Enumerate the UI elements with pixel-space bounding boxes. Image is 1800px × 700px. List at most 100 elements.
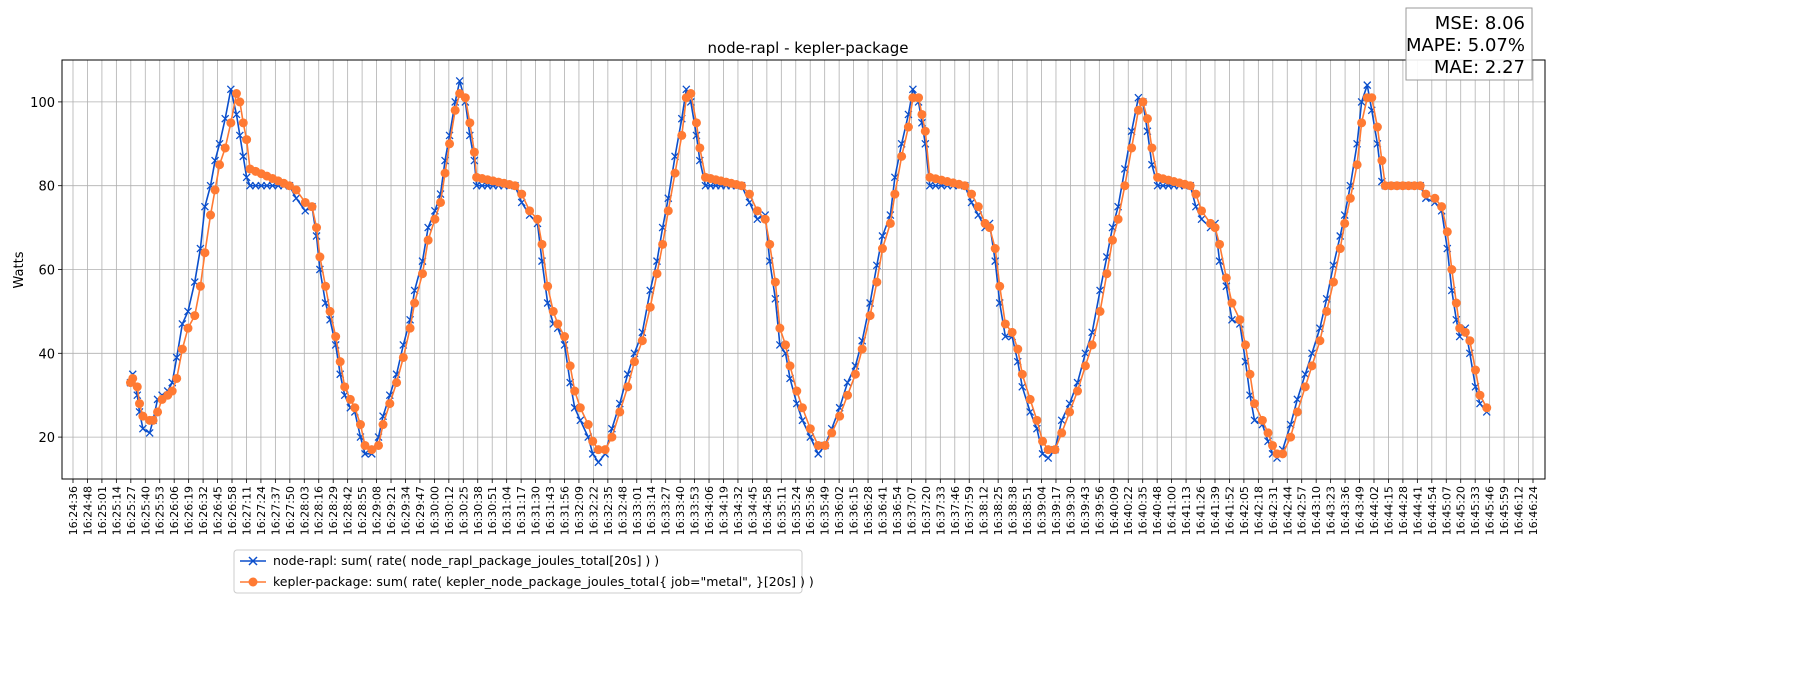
x-tick-label: 16:39:30 xyxy=(1064,486,1077,535)
data-point xyxy=(1215,239,1225,249)
x-tick-label: 16:44:41 xyxy=(1411,486,1424,535)
x-tick-label: 16:41:52 xyxy=(1223,486,1236,535)
series-line xyxy=(129,80,1488,464)
data-point xyxy=(1017,369,1027,379)
data-point xyxy=(1451,298,1461,308)
data-point xyxy=(1127,143,1137,153)
data-point xyxy=(398,352,408,362)
series-line xyxy=(129,92,1488,455)
data-point xyxy=(1227,298,1237,308)
x-tick-label: 16:36:15 xyxy=(848,486,861,535)
data-point xyxy=(890,189,900,199)
x-tick-label: 16:43:36 xyxy=(1339,486,1352,535)
x-tick-label: 16:31:43 xyxy=(544,486,557,535)
data-point xyxy=(195,281,205,291)
x-tick-label: 16:26:45 xyxy=(212,486,225,535)
data-point xyxy=(1025,394,1035,404)
x-tick-label: 16:45:20 xyxy=(1455,486,1468,535)
x-tick-label: 16:44:54 xyxy=(1426,486,1439,535)
data-point xyxy=(465,118,475,128)
data-point xyxy=(835,411,845,421)
data-point xyxy=(686,89,696,99)
data-point xyxy=(262,181,271,190)
x-tick-label: 16:29:47 xyxy=(414,486,427,535)
data-point xyxy=(307,202,317,212)
data-point xyxy=(960,181,970,191)
data-point xyxy=(345,394,355,404)
data-point xyxy=(445,139,455,149)
x-tick-label: 16:38:38 xyxy=(1007,486,1020,535)
data-point xyxy=(300,197,310,207)
data-point xyxy=(1081,349,1090,358)
x-tick-label: 16:26:06 xyxy=(168,486,181,535)
data-point xyxy=(775,323,785,333)
x-tick-label: 16:34:06 xyxy=(703,486,716,535)
data-point xyxy=(517,189,527,199)
data-point xyxy=(450,105,460,115)
data-point xyxy=(1018,382,1027,391)
x-tick-label: 16:32:22 xyxy=(587,486,600,535)
x-tick-label: 16:45:59 xyxy=(1498,486,1511,535)
data-point xyxy=(594,458,603,467)
data-point xyxy=(1113,214,1123,224)
data-point xyxy=(737,181,747,191)
data-point xyxy=(145,428,154,437)
data-point xyxy=(1102,269,1112,279)
data-point xyxy=(753,215,762,224)
x-tick-label: 16:28:16 xyxy=(313,486,326,535)
data-point xyxy=(1228,315,1236,324)
data-point xyxy=(1340,218,1350,228)
x-tick-label: 16:29:08 xyxy=(371,486,384,535)
data-point xyxy=(374,440,384,450)
data-point xyxy=(843,378,852,387)
x-tick-label: 16:45:46 xyxy=(1484,486,1497,535)
legend-circle-marker-icon xyxy=(248,577,258,587)
x-tick-label: 16:41:39 xyxy=(1209,486,1222,535)
data-point xyxy=(691,118,701,128)
data-point xyxy=(321,281,331,291)
data-point xyxy=(1465,336,1475,346)
data-point xyxy=(378,420,388,430)
data-point xyxy=(232,110,241,119)
y-axis-label: Watts xyxy=(12,251,27,288)
data-point xyxy=(797,403,807,413)
data-point xyxy=(575,403,585,413)
data-point xyxy=(257,181,266,190)
data-point xyxy=(967,198,976,207)
data-point xyxy=(510,181,520,191)
data-point xyxy=(1133,105,1143,115)
x-tick-label: 16:39:56 xyxy=(1093,486,1106,535)
data-point xyxy=(405,323,415,333)
data-point xyxy=(865,311,875,321)
data-point xyxy=(1301,370,1310,379)
x-tick-label: 16:35:24 xyxy=(790,486,803,535)
series-node-rapl xyxy=(126,76,1491,467)
data-point xyxy=(1415,181,1425,191)
data-point xyxy=(843,390,853,400)
data-point xyxy=(133,391,142,400)
data-point xyxy=(1197,206,1207,216)
x-tick-label: 16:44:02 xyxy=(1368,486,1381,535)
data-point xyxy=(1250,399,1260,409)
x-tick-label: 16:42:31 xyxy=(1267,486,1280,535)
data-point xyxy=(903,122,913,132)
data-point xyxy=(588,436,598,446)
data-point xyxy=(331,332,341,342)
data-point xyxy=(593,445,603,455)
data-point xyxy=(153,407,163,417)
data-point xyxy=(1322,306,1332,316)
data-point xyxy=(537,239,547,249)
data-point xyxy=(128,373,138,383)
data-point xyxy=(570,386,580,396)
stat-mape: MAPE: 5.07% xyxy=(1406,35,1525,56)
data-point xyxy=(1235,315,1245,325)
data-point xyxy=(1307,361,1317,371)
data-point xyxy=(251,181,260,190)
data-point xyxy=(1050,445,1060,455)
x-tick-label: 16:33:01 xyxy=(631,486,644,535)
data-point xyxy=(430,214,440,224)
x-tick-label: 16:31:04 xyxy=(501,486,514,535)
data-point xyxy=(291,185,301,195)
data-point xyxy=(1138,97,1148,107)
data-point xyxy=(1442,227,1452,237)
